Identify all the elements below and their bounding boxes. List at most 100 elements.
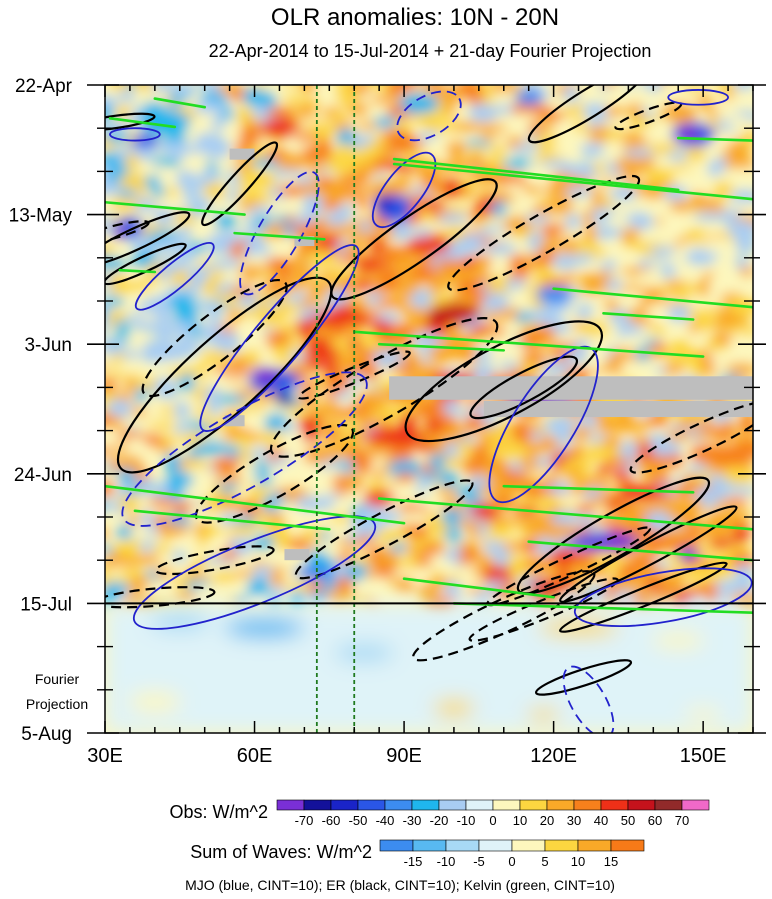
field-cell <box>216 332 241 353</box>
field-cell <box>733 85 753 91</box>
field-cell <box>105 311 110 319</box>
field-cell <box>506 288 535 309</box>
er-contour <box>558 561 728 633</box>
chart-title: OLR anomalies: 10N - 20N <box>271 4 559 31</box>
field-cell <box>586 442 605 462</box>
field-cell <box>193 298 211 308</box>
field-cell <box>525 442 540 456</box>
field-cell <box>687 293 702 308</box>
field-cell <box>713 255 729 273</box>
field-cell <box>350 270 371 281</box>
colorbar-tick-label: 15 <box>604 854 618 869</box>
field-cell <box>309 144 334 163</box>
field-cell <box>298 467 313 487</box>
field-cell <box>483 565 514 586</box>
field-cell <box>286 313 302 322</box>
field-cell <box>356 413 374 430</box>
field-cell <box>373 529 407 543</box>
field-cell <box>124 153 140 171</box>
colorbar-tick-label: 30 <box>567 813 581 828</box>
colorbar-swatch <box>357 799 386 811</box>
field-cell <box>609 186 641 202</box>
field-cell <box>174 592 198 604</box>
colorbar-tick-label: 10 <box>571 854 585 869</box>
field-cell <box>105 95 119 111</box>
field-cell <box>596 333 626 350</box>
field-cell <box>552 433 578 443</box>
colorbar-swatch <box>276 799 305 811</box>
field-cell <box>489 144 505 154</box>
missing-data-patches <box>224 148 753 561</box>
field-cell <box>703 237 737 255</box>
kelvin-contour <box>233 231 326 241</box>
field-cell <box>722 465 753 485</box>
field-cell <box>206 139 232 159</box>
field-cell <box>690 429 719 440</box>
kelvin-contour <box>105 484 406 525</box>
plot-area <box>104 84 754 734</box>
field-cell <box>458 548 477 567</box>
kelvin-contour <box>552 287 753 309</box>
field-cell <box>169 321 196 338</box>
field-cell <box>573 198 589 213</box>
y-tick-label: 15-Jul <box>20 594 72 615</box>
er-contour <box>154 545 275 576</box>
colorbar-tick-label: -50 <box>349 813 368 828</box>
kelvin-contour <box>392 162 753 201</box>
colorbar-tick-label: 40 <box>594 813 608 828</box>
field-cell <box>472 257 490 271</box>
field-cell <box>242 348 261 366</box>
field-cell <box>456 279 483 298</box>
field-cell <box>264 413 288 432</box>
x-axis: 30E 60E 90E 120E 150E <box>87 85 754 767</box>
suppressed-feature <box>311 311 348 328</box>
field-cell <box>582 102 609 118</box>
field-cell <box>247 205 277 215</box>
field-cell <box>252 331 270 347</box>
colorbar-swatch <box>330 799 359 811</box>
field-cell <box>158 173 178 189</box>
colorbar-swatch <box>492 799 521 811</box>
field-cell <box>545 201 575 215</box>
field-cell <box>632 195 652 215</box>
field-cell <box>468 103 499 122</box>
colorbar-swatch <box>627 799 656 811</box>
field-cell <box>320 200 341 211</box>
field-cell <box>119 90 135 103</box>
field-cell <box>605 278 623 292</box>
field-cell <box>501 158 536 169</box>
field-cell <box>393 576 415 595</box>
field-cell <box>251 105 270 118</box>
field-cell <box>664 579 685 589</box>
field-cell <box>301 101 317 122</box>
field-cell <box>553 523 576 539</box>
field-cell <box>388 444 415 462</box>
field-cell <box>168 293 196 312</box>
missing-patch <box>389 376 753 400</box>
field-cell <box>299 182 329 199</box>
field-cell <box>509 264 530 281</box>
field-cell <box>230 90 247 102</box>
convective-feature <box>250 367 279 384</box>
mjo-contour <box>199 244 360 432</box>
convective-feature <box>274 393 295 406</box>
field-cell <box>111 444 131 454</box>
field-cell <box>279 175 301 187</box>
kelvin-contour <box>402 577 555 599</box>
colorbar-swatch <box>465 799 494 811</box>
field-cell <box>234 388 257 398</box>
er-contour <box>269 316 499 458</box>
field-cell <box>539 333 558 348</box>
field-cell <box>336 310 371 329</box>
field-cell <box>184 459 210 469</box>
field-cell <box>124 378 139 392</box>
colorbar-swatch <box>681 799 710 811</box>
obs-colorbar-label: Obs: W/m^2 <box>170 802 268 822</box>
field-cell <box>734 236 753 254</box>
colorbar-tick-label: -15 <box>404 854 423 869</box>
colorbar-swatch <box>577 839 612 852</box>
er-contour <box>105 220 150 247</box>
field-cell <box>211 457 246 475</box>
field-cell <box>565 213 581 231</box>
